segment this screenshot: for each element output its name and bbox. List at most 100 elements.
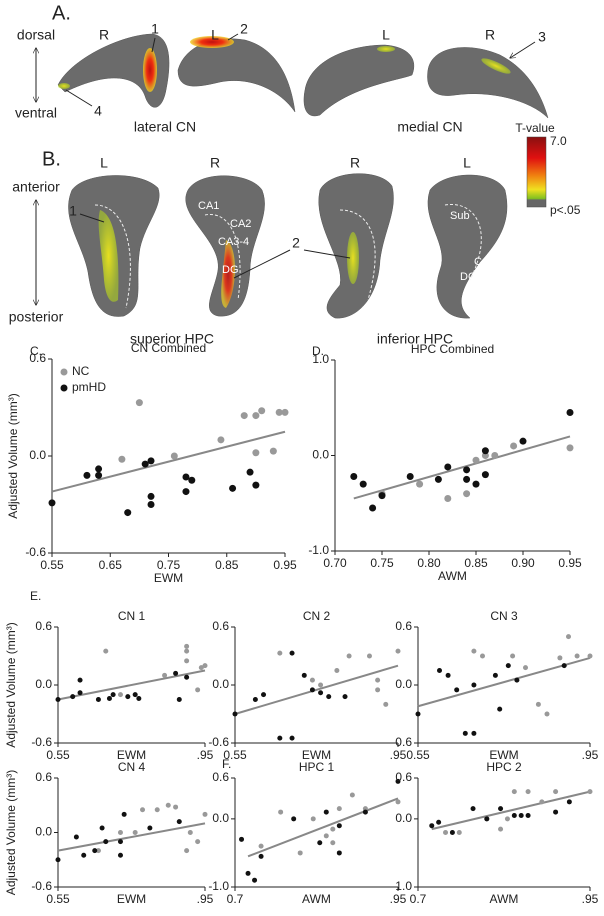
point [492, 672, 498, 678]
x-tick-label: 0.65 [99, 558, 123, 572]
subfield-outline [204, 214, 241, 301]
panel-letter: E. [30, 589, 41, 603]
point [472, 480, 480, 488]
point [182, 473, 190, 481]
y-tick-label: 0.0 [29, 448, 46, 462]
x-axis-label: EWM [117, 892, 146, 906]
point [195, 687, 201, 693]
point [362, 809, 368, 815]
point [184, 658, 190, 664]
point [518, 812, 524, 818]
point [77, 690, 83, 696]
x-tick-label: 0.80 [417, 556, 441, 570]
point [511, 812, 517, 818]
point [525, 789, 531, 795]
point [187, 830, 193, 835]
y-tick-label: 0.6 [29, 351, 46, 365]
point [99, 825, 105, 831]
point [336, 823, 342, 829]
leader [65, 89, 93, 107]
point [369, 504, 377, 512]
point [378, 492, 386, 500]
chart-title: CN Combined [131, 341, 206, 355]
point [92, 848, 98, 854]
side-label: L [100, 155, 108, 171]
point [318, 690, 324, 696]
point [481, 471, 489, 479]
point [70, 694, 76, 700]
activation [377, 46, 395, 52]
point [173, 804, 179, 810]
point [491, 452, 499, 459]
point [121, 811, 127, 817]
point [429, 823, 435, 829]
point [436, 819, 442, 825]
region-label: 4 [94, 103, 102, 119]
point [281, 408, 289, 416]
point [566, 409, 574, 417]
point [55, 857, 61, 863]
subfield-label: CA3-4 [218, 236, 249, 248]
point [504, 816, 510, 822]
subfield-label: CA2 [230, 218, 251, 230]
point [310, 816, 316, 822]
point [258, 843, 264, 849]
y-tick-label: 0.6 [212, 619, 229, 633]
point [132, 692, 138, 698]
x-tick-label: .95 [197, 748, 214, 762]
point [147, 501, 155, 508]
x-tick-label: 0.90 [511, 556, 535, 570]
group-label: lateral CN [134, 119, 196, 135]
point [291, 816, 297, 822]
trend-line [417, 656, 591, 708]
point [505, 663, 511, 669]
point [566, 444, 574, 452]
point [497, 706, 503, 712]
y-tick-label: 0.6 [35, 619, 52, 633]
point [154, 807, 160, 813]
region-label: 1 [151, 21, 159, 37]
point [136, 696, 142, 702]
legend-label: NC [72, 364, 90, 378]
region-label: 2 [240, 21, 248, 37]
point [443, 830, 449, 835]
point [103, 839, 109, 845]
point [124, 509, 132, 517]
colorbar-title: T-value [515, 121, 555, 135]
chart-title: CN 1 [118, 609, 146, 623]
x-tick-label: 0.55 [223, 748, 247, 762]
point [557, 655, 563, 661]
point [188, 476, 196, 484]
point [173, 670, 179, 676]
subfield-outline [94, 204, 131, 309]
activation [58, 83, 70, 89]
panel-letter: B. [42, 148, 61, 170]
point [110, 692, 116, 698]
point [336, 806, 342, 812]
point [342, 694, 348, 700]
y-axis-label: Adjusted Volume (mm³) [6, 393, 20, 518]
y-tick-label: -0.6 [391, 735, 412, 749]
activation [221, 240, 235, 308]
panel-b: B. anterior posterior L R R L 1 2 CA1 CA… [9, 148, 508, 347]
trend-line [431, 790, 591, 831]
point [184, 848, 190, 854]
point [574, 653, 580, 659]
point [366, 653, 372, 659]
subfield-outline [339, 209, 376, 301]
point [278, 809, 284, 815]
point [232, 711, 238, 717]
side-label: R [99, 27, 109, 43]
point [463, 475, 471, 483]
point [297, 850, 303, 856]
trend-line [57, 822, 206, 852]
side-label: R [210, 155, 220, 171]
leader [233, 249, 291, 279]
point [471, 648, 477, 654]
brain-shape [185, 175, 265, 317]
point [95, 848, 101, 854]
panel-letter: F. [222, 757, 231, 771]
point [73, 834, 79, 840]
point [182, 488, 190, 496]
y-tick-label: 1.0 [312, 352, 329, 366]
